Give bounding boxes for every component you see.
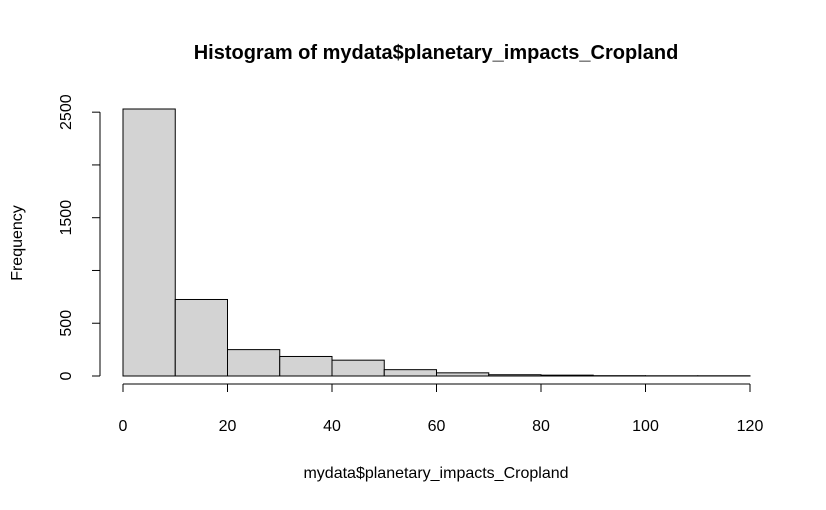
bars-group (122, 108, 751, 377)
y-tick-label: 2500 (58, 94, 75, 130)
y-axis-label: Frequency (9, 205, 26, 281)
histogram-bar (383, 369, 437, 377)
chart-title: Histogram of mydata$planetary_impacts_Cr… (194, 42, 679, 64)
histogram-bar (174, 298, 228, 377)
x-axis-label: mydata$planetary_impacts_Cropland (303, 465, 568, 482)
y-tick-label: 1500 (58, 200, 75, 236)
y-axis: 0 500 1500 2500 (58, 94, 101, 380)
y-tick-label: 500 (58, 310, 75, 337)
histogram-bar (488, 374, 542, 377)
histogram-bar (227, 349, 281, 377)
histogram-bar (122, 108, 176, 377)
histogram-bar (436, 372, 490, 377)
x-tick-label: 60 (428, 418, 446, 435)
x-tick-label: 40 (323, 418, 341, 435)
histogram-bar (540, 374, 594, 377)
histogram-bar (279, 355, 333, 377)
x-tick-label: 0 (119, 418, 128, 435)
x-tick-label: 120 (737, 418, 764, 435)
x-tick-label: 80 (532, 418, 550, 435)
x-axis: 0 20 40 60 80 100 120 (119, 383, 764, 435)
y-tick-label: 0 (58, 371, 75, 380)
histogram-bar (331, 359, 385, 377)
x-tick-label: 100 (632, 418, 659, 435)
x-tick-label: 20 (219, 418, 237, 435)
